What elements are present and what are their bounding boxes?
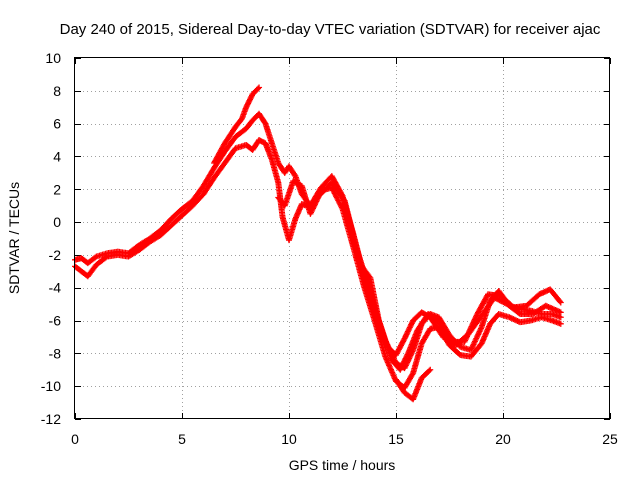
data-points <box>72 84 564 403</box>
x-tick-label: 0 <box>71 431 79 447</box>
y-tick-label: 2 <box>53 181 61 197</box>
data-point-marker <box>366 273 373 280</box>
y-tick-label: 10 <box>45 50 61 66</box>
data-series-1 <box>72 110 564 372</box>
axis-ticks <box>75 58 611 420</box>
x-tick-label: 20 <box>495 431 511 447</box>
plot-frame <box>74 57 610 419</box>
data-point-marker <box>254 85 261 92</box>
data-point-marker <box>102 254 109 261</box>
data-point-marker <box>291 171 298 178</box>
x-tick-labels: 0 5 10 15 20 25 <box>71 431 618 447</box>
x-tick-label: 5 <box>178 431 186 447</box>
y-tick-label: 0 <box>53 214 61 230</box>
y-tick-label: -10 <box>41 378 61 394</box>
data-point-marker <box>340 196 347 203</box>
data-point-marker <box>556 298 563 305</box>
y-tick-label: -2 <box>49 247 62 263</box>
data-point-marker <box>557 320 564 327</box>
x-tick-label: 15 <box>388 431 404 447</box>
y-axis-title: SDTVAR / TECUs <box>6 182 22 294</box>
chart-title: Day 240 of 2015, Sidereal Day-to-day VTE… <box>60 21 601 38</box>
y-tick-label: 8 <box>53 83 61 99</box>
x-tick-label: 10 <box>281 431 297 447</box>
data-series-6 <box>358 263 564 359</box>
y-tick-label: 4 <box>53 148 61 164</box>
data-point-marker <box>261 119 268 126</box>
data-series-2 <box>72 137 564 391</box>
x-tick-label: 25 <box>602 431 618 447</box>
data-point-marker <box>426 367 433 374</box>
grid-lines <box>75 58 610 419</box>
data-series-5 <box>393 366 434 403</box>
y-tick-labels: -12 -10 -8 -6 -4 -2 0 2 4 6 8 10 <box>41 50 61 427</box>
data-series-3 <box>211 84 263 167</box>
y-tick-label: -6 <box>49 313 62 329</box>
y-tick-label: -4 <box>49 280 62 296</box>
y-tick-label: 6 <box>53 116 61 132</box>
data-point-marker <box>427 366 434 373</box>
y-tick-label: -8 <box>49 345 62 361</box>
data-point-marker <box>557 309 564 316</box>
data-point-marker <box>557 299 564 306</box>
y-tick-label: -12 <box>41 411 61 427</box>
data-point-marker <box>409 371 416 378</box>
x-axis-title: GPS time / hours <box>289 457 396 473</box>
data-point-marker <box>256 84 263 91</box>
